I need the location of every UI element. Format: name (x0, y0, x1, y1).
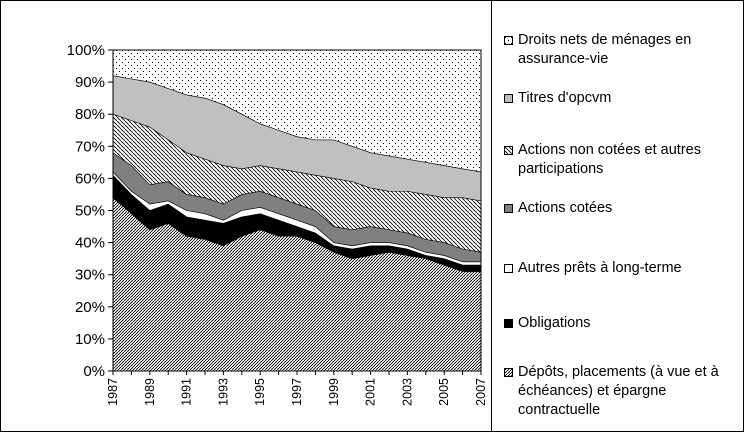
y-tick-label: 60% (75, 170, 105, 187)
y-tick-label: 50% (75, 203, 105, 220)
legend-swatch (504, 319, 513, 328)
legend-swatch (504, 368, 513, 377)
x-tick-label: 2005 (437, 378, 451, 406)
y-tick-label: 0% (83, 363, 105, 380)
y-tick-label: 80% (75, 106, 105, 123)
x-tick-label: 2003 (400, 378, 414, 406)
x-tick-label: 1995 (253, 378, 267, 406)
legend-item: Obligations (504, 314, 736, 333)
legend-label: Droits nets de ménages en assurance-vie (518, 32, 692, 67)
plot: 0% 10% 20% 30% 40% 50% 60% 70% 80% 90% 100% 1987 198… (67, 42, 488, 406)
legend-swatch-box (504, 368, 513, 377)
legend-item: Dépôts, placements (à vue et à échéances… (504, 363, 736, 420)
y-tick-label: 20% (75, 299, 105, 316)
legend-swatch-box (504, 146, 513, 155)
legend-swatch (504, 146, 513, 155)
x-tick-label: 1993 (216, 378, 230, 406)
x-tick-label: 1987 (106, 378, 120, 406)
legend-swatch-box (504, 94, 513, 103)
y-tick-label: 10% (75, 331, 105, 348)
legend-item: Droits nets de ménages en assurance-vie (504, 31, 736, 69)
legend-item: Actions non cotées et autres participati… (504, 141, 736, 179)
legend-label: Titres d'opcvm (518, 90, 612, 106)
x-tick-label: 1997 (290, 378, 304, 406)
legend-swatch-box (504, 36, 513, 45)
x-tick-label: 2001 (364, 378, 378, 406)
x-tick-label: 1999 (327, 378, 341, 406)
x-tick-label: 1991 (180, 378, 194, 406)
legend-item: Titres d'opcvm (504, 89, 736, 108)
x-tick-label: 2007 (474, 378, 488, 406)
y-tick-label: 90% (75, 74, 105, 91)
y-tick-label: 100% (67, 42, 105, 59)
legend-swatch-box (504, 319, 513, 328)
legend-label: Actions cotées (518, 200, 613, 216)
legend-label: Dépôts, placements (à vue et à échéances… (518, 364, 719, 418)
legend-swatch (504, 264, 513, 273)
y-tick-label: 30% (75, 267, 105, 284)
y-tick-label: 70% (75, 138, 105, 155)
legend-label: Autres prêts à long-terme (518, 260, 682, 276)
legend-swatch (504, 204, 513, 213)
legend-swatch-box (504, 264, 513, 273)
legend-swatch (504, 94, 513, 103)
legend-swatch (504, 36, 513, 45)
legend-label: Obligations (518, 315, 591, 331)
x-tick-label: 1989 (143, 378, 157, 406)
legend-swatch-box (504, 204, 513, 213)
y-tick-label: 40% (75, 235, 105, 252)
legend-label: Actions non cotées et autres participati… (518, 142, 701, 177)
legend-item: Autres prêts à long-terme (504, 259, 736, 278)
legend: Droits nets de ménages en assurance-vie T… (491, 1, 743, 431)
legend-item: Actions cotées (504, 199, 736, 218)
